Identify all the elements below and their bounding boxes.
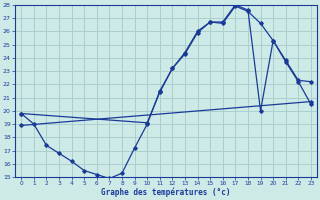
X-axis label: Graphe des températures (°c): Graphe des températures (°c) (101, 188, 231, 197)
